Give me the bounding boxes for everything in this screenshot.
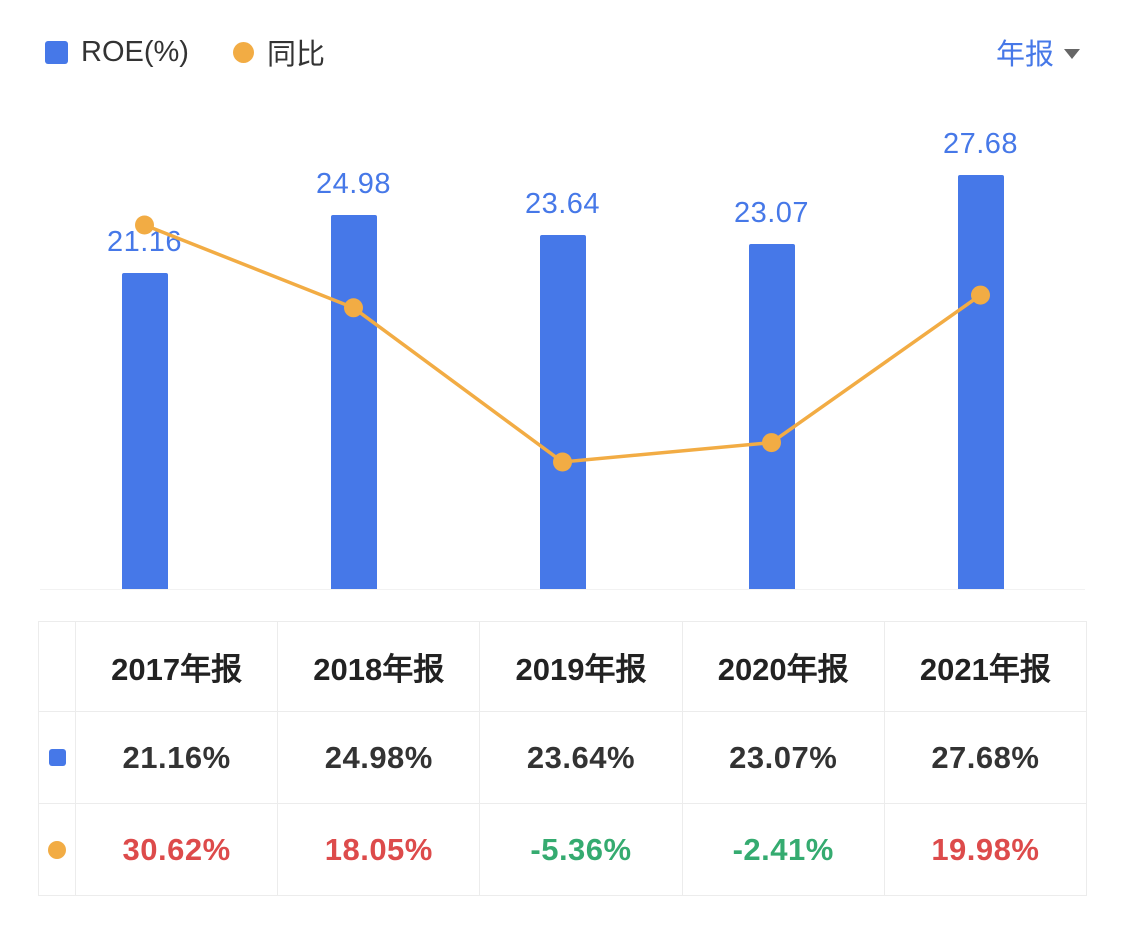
yoy-point[interactable]	[135, 215, 154, 235]
roe-series-swatch-icon	[45, 40, 68, 64]
legend-item-yoy: 同比	[232, 31, 325, 73]
yoy-legend-label: 同比	[266, 39, 325, 71]
roe-bar[interactable]	[957, 175, 1004, 589]
period-selector[interactable]: 年报	[996, 31, 1080, 73]
table-header-2018: 2018年报	[278, 622, 481, 712]
yoy-value-2019: -5.36%	[480, 804, 683, 896]
table-header-2020: 2020年报	[682, 622, 885, 712]
roe-legend-label: ROE(%)	[81, 35, 189, 68]
roe-bar-value-label: 23.07	[733, 196, 810, 229]
table-corner-cell	[39, 622, 76, 712]
table-header-2019: 2019年报	[480, 622, 683, 712]
roe-value-2018: 24.98%	[278, 712, 481, 804]
roe-bar[interactable]	[330, 215, 377, 589]
dropdown-caret-icon	[1064, 49, 1080, 59]
yoy-point[interactable]	[553, 452, 572, 472]
chart-area: 21.16 24.98 23.64 23.07 27.68	[40, 90, 1085, 590]
yoy-value-2021: 19.98%	[884, 804, 1087, 896]
roe-bar-value-label: 27.68	[942, 128, 1019, 160]
yoy-row-icon-cell	[39, 804, 76, 896]
period-selector-value: 年报	[995, 39, 1054, 71]
table-header-2021: 2021年报	[884, 622, 1087, 712]
roe-value-2021: 27.68%	[884, 712, 1087, 804]
roe-bar-value-label: 24.98	[315, 168, 392, 201]
roe-bar[interactable]	[121, 272, 168, 589]
roe-value-2019: 23.64%	[480, 712, 683, 804]
data-table: 2017年报 2018年报 2019年报 2020年报 2021年报 21.16…	[38, 621, 1087, 896]
yoy-value-2017: 30.62%	[76, 804, 279, 896]
yoy-value-2020: -2.41%	[682, 804, 885, 896]
chart-header: ROE(%) 同比 年报	[0, 0, 1125, 72]
yoy-value-2018: 18.05%	[278, 804, 481, 896]
yoy-point[interactable]	[762, 433, 781, 453]
table-header-2017: 2017年报	[76, 622, 279, 712]
yoy-point[interactable]	[971, 285, 990, 305]
roe-value-2017: 21.16%	[76, 712, 279, 804]
yoy-series-swatch-icon	[232, 41, 254, 63]
legend: ROE(%) 同比	[45, 31, 325, 73]
legend-item-roe: ROE(%)	[45, 36, 189, 69]
roe-row-swatch-icon	[48, 749, 66, 766]
roe-bar-value-label: 23.64	[524, 188, 601, 221]
yoy-point[interactable]	[344, 298, 363, 318]
yoy-row-swatch-icon	[48, 840, 66, 859]
roe-bar[interactable]	[539, 235, 586, 589]
roe-bar[interactable]	[748, 243, 795, 589]
roe-row-icon-cell	[39, 712, 76, 804]
roe-value-2020: 23.07%	[682, 712, 885, 804]
